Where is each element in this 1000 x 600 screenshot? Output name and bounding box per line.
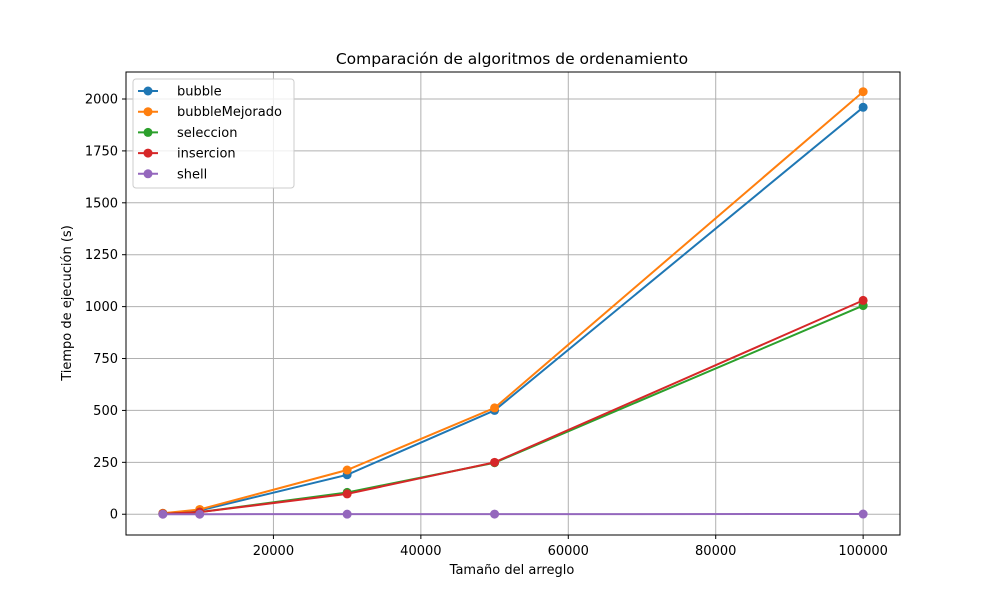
data-point-insercion <box>490 457 500 467</box>
series-line-seleccion <box>162 304 864 515</box>
legend-label: shell <box>177 167 207 182</box>
x-tick-label: 40000 <box>400 544 441 559</box>
chart-title: Comparación de algoritmos de ordenamient… <box>336 50 688 68</box>
legend: bubble bubbleMejorado seleccion insercion sh… <box>132 78 295 189</box>
data-point-shell <box>490 509 500 519</box>
data-point-bubbleMejorado <box>342 465 352 475</box>
legend-label: seleccion <box>177 126 237 141</box>
legend-box <box>132 78 295 189</box>
data-point-shell <box>858 509 868 519</box>
y-tick-label: 1250 <box>85 248 118 263</box>
series-shell <box>158 509 868 519</box>
axis-ticks: 20000 40000 60000 80000 100000 0 250 500 750 1000… <box>85 92 888 559</box>
y-tick-label: 750 <box>93 352 118 367</box>
plot-frame <box>125 71 901 536</box>
series-seleccion <box>158 301 868 519</box>
legend-swatch-marker <box>143 148 153 158</box>
y-tick-label: 1500 <box>85 196 118 211</box>
legend-swatch-marker <box>143 107 153 117</box>
x-axis-label: Tamaño del arreglo <box>449 563 575 578</box>
legend-item-seleccion: seleccion <box>138 126 237 141</box>
y-tick-label: 2000 <box>85 92 118 107</box>
x-tick-label: 80000 <box>695 544 736 559</box>
legend-label: bubble <box>177 85 222 100</box>
data-point-bubble <box>858 102 868 112</box>
series-line-insercion <box>162 299 864 515</box>
data-point-shell <box>158 509 168 519</box>
x-tick-label: 100000 <box>838 544 888 559</box>
y-tick-label: 1750 <box>85 144 118 159</box>
legend-swatch-marker <box>143 169 153 179</box>
data-point-shell <box>195 509 205 519</box>
data-point-insercion <box>342 489 352 499</box>
legend-item-shell: shell <box>138 167 207 182</box>
x-tick-label: 20000 <box>253 544 294 559</box>
data-point-shell <box>342 509 352 519</box>
legend-item-insercion: insercion <box>138 147 236 162</box>
series-insercion <box>158 295 868 519</box>
legend-swatch-marker <box>143 127 153 137</box>
x-tick-label: 60000 <box>548 544 589 559</box>
y-tick-label: 0 <box>110 508 118 523</box>
legend-label: insercion <box>177 147 236 162</box>
legend-item-bubble: bubble <box>138 85 222 100</box>
y-tick-label: 250 <box>93 456 118 471</box>
y-tick-label: 500 <box>93 404 118 419</box>
y-axis-label: Tiempo de ejecución (s) <box>60 225 75 382</box>
y-tick-label: 1000 <box>85 300 118 315</box>
legend-label: bubbleMejorado <box>177 105 282 120</box>
data-point-bubbleMejorado <box>858 87 868 97</box>
data-point-insercion <box>858 295 868 305</box>
legend-item-bubbleMejorado: bubbleMejorado <box>138 105 282 120</box>
legend-swatch-marker <box>143 86 153 96</box>
series-layer <box>158 87 868 519</box>
data-point-bubbleMejorado <box>490 403 500 413</box>
